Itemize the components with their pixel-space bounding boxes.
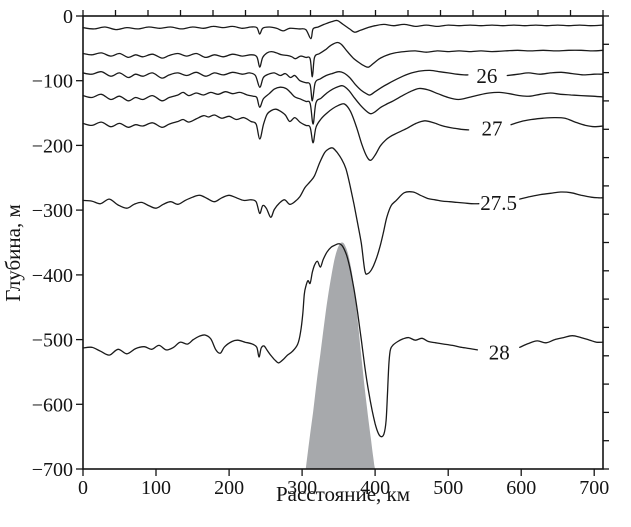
contour-line-sigma-28 xyxy=(82,243,479,438)
y-axis-tick-labels: 0 −100 −200 −300 −400 −500 −600 −700 xyxy=(32,6,73,481)
contour-labels: 26 27 27.5 28 xyxy=(476,64,517,364)
seamount-fill xyxy=(305,242,376,469)
x-tick-label: 200 xyxy=(214,477,244,499)
y-tick-label: 0 xyxy=(63,6,73,28)
contour-line-sigma-28-right xyxy=(519,335,604,348)
x-axis-title: Расстояние, км xyxy=(275,482,411,506)
y-tick-label: −100 xyxy=(32,71,73,93)
right-axis-ticks xyxy=(603,15,609,470)
contour-label-27: 27 xyxy=(482,117,503,141)
y-tick-label: −700 xyxy=(32,459,73,481)
x-tick-label: 400 xyxy=(360,477,390,499)
x-tick-label: 300 xyxy=(287,477,317,499)
contour-line-sigma-25.5 xyxy=(82,41,604,78)
x-tick-label: 0 xyxy=(78,477,88,499)
contour-line-sigma-27-right xyxy=(510,116,604,128)
contour-line-sigma-27 xyxy=(82,103,470,162)
x-tick-label: 500 xyxy=(433,477,463,499)
y-axis-ticks xyxy=(76,15,83,470)
y-tick-label: −500 xyxy=(32,330,73,352)
y-tick-label: −400 xyxy=(32,265,73,287)
contour-line-sigma-26-right xyxy=(506,71,604,77)
x-axis-tick-labels: 0 100 200 300 400 500 600 700 xyxy=(78,477,609,499)
contour-label-27.5: 27.5 xyxy=(480,191,517,215)
x-tick-label: 700 xyxy=(579,477,609,499)
y-tick-label: −300 xyxy=(32,200,73,222)
contour-label-26: 26 xyxy=(476,64,497,88)
contour-line-sigma-27.5 xyxy=(82,147,480,275)
contour-line-sigma-27.5-right xyxy=(519,191,604,200)
y-tick-label: −200 xyxy=(32,135,73,157)
contour-label-28: 28 xyxy=(489,341,510,365)
y-axis-title: Глубина, м xyxy=(1,204,25,302)
x-tick-label: 600 xyxy=(506,477,536,499)
x-axis-ticks xyxy=(82,469,595,476)
contour-line-sigma-25 xyxy=(82,19,604,40)
x-tick-label: 100 xyxy=(141,477,171,499)
y-tick-label: −600 xyxy=(32,394,73,416)
top-axis-ticks xyxy=(82,10,604,16)
contour-lines xyxy=(82,19,604,438)
contour-line-sigma-26.5 xyxy=(82,84,604,125)
contour-line-sigma-26 xyxy=(82,69,469,102)
